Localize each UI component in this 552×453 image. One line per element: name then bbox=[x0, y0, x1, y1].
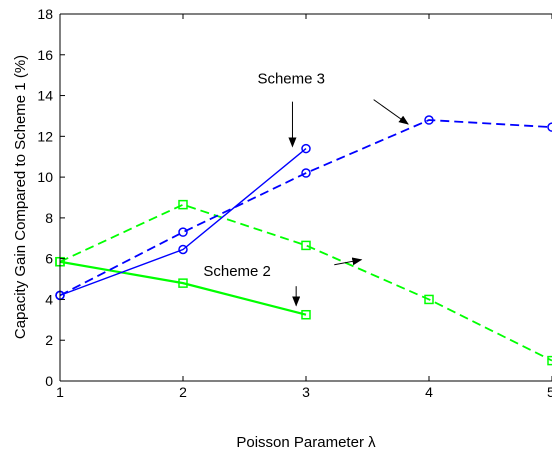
data-point-blue_dashed bbox=[301, 168, 311, 178]
data-point-green_dashed bbox=[178, 199, 188, 210]
plot-area bbox=[60, 14, 552, 381]
data-point-blue_dashed bbox=[178, 227, 188, 237]
series-line-blue_solid bbox=[59, 148, 307, 297]
x-tick-label: 2 bbox=[179, 384, 187, 400]
annotation-arrow bbox=[334, 257, 363, 266]
y-tick-label: 6 bbox=[45, 251, 53, 267]
y-tick-label: 14 bbox=[37, 88, 53, 104]
x-tick-label: 3 bbox=[302, 384, 310, 400]
annotation-label: Scheme 2 bbox=[203, 263, 271, 280]
series-line-green_solid bbox=[59, 260, 307, 316]
data-point-blue_solid bbox=[178, 244, 188, 255]
y-tick-label: 2 bbox=[45, 332, 53, 348]
x-tick-label: 5 bbox=[547, 384, 552, 400]
data-point-green_dashed bbox=[547, 355, 552, 366]
y-tick-label: 4 bbox=[45, 291, 53, 307]
y-tick-label: 16 bbox=[37, 47, 53, 63]
x-tick-label: 1 bbox=[56, 384, 64, 400]
data-point-green_solid bbox=[178, 278, 188, 288]
annotation-label: Scheme 3 bbox=[257, 70, 325, 87]
data-point-blue_dashed bbox=[547, 122, 552, 132]
data-point-green_solid bbox=[301, 309, 311, 320]
y-tick-label: 18 bbox=[37, 6, 53, 22]
data-point-green_dashed bbox=[301, 240, 311, 251]
annotations: Scheme 3 Scheme 2 bbox=[203, 70, 409, 307]
x-axis-label: Poisson Parameter λ bbox=[236, 434, 376, 451]
y-tick-label: 12 bbox=[37, 128, 53, 144]
y-axis-label: Capacity Gain Compared to Scheme 1 (%) bbox=[12, 55, 29, 339]
data-point-blue_solid bbox=[301, 143, 311, 154]
data-point-blue_dashed bbox=[424, 115, 434, 125]
series-layer bbox=[55, 115, 552, 366]
y-tick-label: 10 bbox=[37, 169, 53, 185]
series-line-blue_dashed bbox=[59, 119, 552, 297]
data-point-green_dashed bbox=[424, 294, 434, 305]
x-tick-label: 4 bbox=[425, 384, 433, 400]
annotation-arrow bbox=[373, 99, 409, 125]
y-tick-label: 8 bbox=[45, 210, 53, 226]
y-tick-label: 0 bbox=[45, 373, 53, 389]
series-line-green_dashed bbox=[59, 203, 552, 362]
